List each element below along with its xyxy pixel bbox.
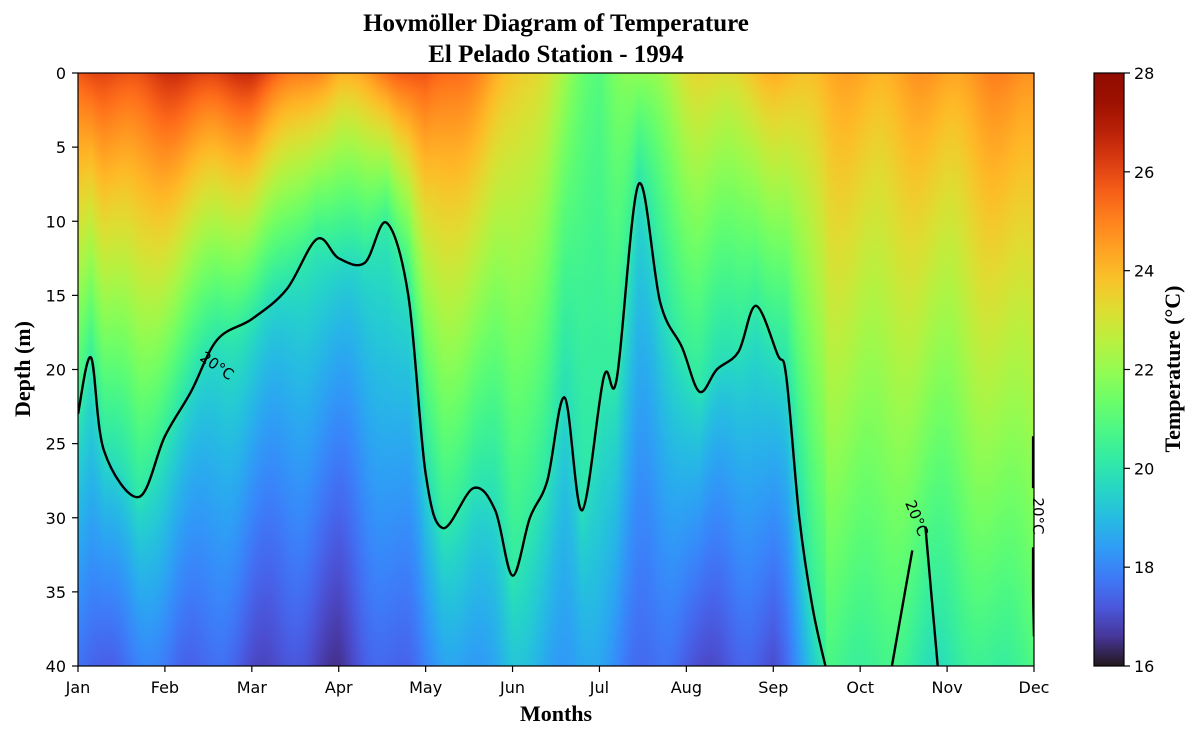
- x-tick-label-apr: Apr: [325, 678, 353, 697]
- isotherm-20c-line-nov: [890, 526, 939, 666]
- chart-subtitle: El Pelado Station - 1994: [428, 41, 684, 68]
- colorbar-label: Temperature (°C): [1160, 285, 1185, 452]
- x-tick-label-nov: Nov: [931, 678, 962, 697]
- y-axis-label: Depth (m): [10, 321, 35, 417]
- colorbar-tick-label-22: 22: [1134, 361, 1154, 380]
- colorbar-tick-label-16: 16: [1134, 657, 1154, 676]
- colorbar-tick-label-26: 26: [1134, 163, 1154, 182]
- y-tick-label-5: 5: [56, 138, 66, 157]
- y-tick-label-10: 10: [46, 212, 66, 231]
- chart-title: Hovmöller Diagram of Temperature: [363, 10, 749, 37]
- x-tick-label-feb: Feb: [151, 678, 179, 697]
- colorbar-ticks: 16 18 20 22 24 26 28: [1124, 64, 1154, 676]
- y-tick-label-0: 0: [56, 64, 66, 83]
- x-axis: Jan Feb Mar Apr May Jun Jul Aug Sep Oct Nov Dec: [65, 666, 1050, 697]
- x-tick-label-mar: Mar: [237, 678, 268, 697]
- y-axis: 0 5 10 15 20 25 30 35 40: [46, 64, 78, 676]
- y-tick-label-15: 15: [46, 286, 66, 305]
- x-tick-label-sep: Sep: [758, 678, 788, 697]
- y-tick-label-35: 35: [46, 583, 66, 602]
- y-tick-label-40: 40: [46, 657, 66, 676]
- colorbar-tick-label-24: 24: [1134, 262, 1154, 281]
- isotherm-20c-line: [78, 182, 827, 666]
- x-tick-label-aug: Aug: [671, 678, 702, 697]
- x-tick-label-may: May: [409, 678, 442, 697]
- x-tick-label-jun: Jun: [499, 678, 525, 697]
- heatmap-image: [78, 73, 1034, 666]
- contour-label-dec: 20°C: [1029, 497, 1047, 534]
- colorbar-tick-label-28: 28: [1134, 64, 1154, 83]
- colorbar-tick-label-20: 20: [1134, 459, 1154, 478]
- colorbar-gradient: [1094, 73, 1124, 666]
- y-tick-label-25: 25: [46, 435, 66, 454]
- x-tick-label-oct: Oct: [846, 678, 874, 697]
- x-tick-label-jul: Jul: [589, 678, 609, 697]
- plot-area: 20°C 20°C 20°C: [77, 72, 1047, 667]
- y-tick-label-30: 30: [46, 509, 66, 528]
- y-tick-label-20: 20: [46, 361, 66, 380]
- colorbar: 16 18 20 22 24 26 28 Temperature (°C): [1093, 64, 1185, 676]
- x-tick-label-dec: Dec: [1019, 678, 1050, 697]
- colorbar-tick-label-18: 18: [1134, 558, 1154, 577]
- x-axis-label: Months: [520, 701, 593, 726]
- x-tick-label-jan: Jan: [65, 678, 91, 697]
